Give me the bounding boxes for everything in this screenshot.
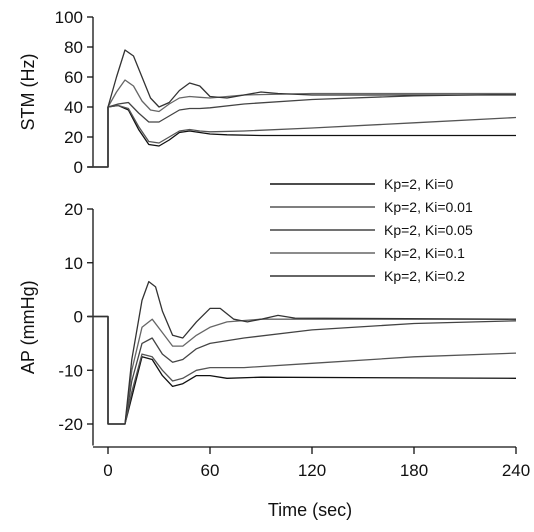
x-tick-label: 120 xyxy=(298,461,326,480)
series-line-top-0 xyxy=(87,104,516,168)
y-tick-label-top: 0 xyxy=(74,158,83,177)
series-line-bottom-0 xyxy=(87,315,517,425)
y-tick-label-top: 80 xyxy=(64,38,83,57)
series-line-top-1 xyxy=(87,104,517,168)
series-line-top-3 xyxy=(87,79,516,168)
y-tick-label-bottom: 10 xyxy=(64,254,83,273)
series-line-top-4 xyxy=(87,49,516,168)
legend-label-0: Kp=2, Ki=0 xyxy=(384,176,453,192)
y-tick-label-top: 60 xyxy=(64,68,83,87)
x-axis-title: Time (sec) xyxy=(268,500,352,520)
legend-label-3: Kp=2, Ki=0.1 xyxy=(384,245,465,261)
series-line-top-2 xyxy=(87,93,517,168)
series-line-bottom-1 xyxy=(87,315,517,425)
x-tick-label: 240 xyxy=(502,461,530,480)
series-line-bottom-3 xyxy=(87,315,516,425)
x-tick-label: 0 xyxy=(103,461,112,480)
series-line-bottom-4 xyxy=(87,280,517,425)
series-line-bottom-2 xyxy=(87,315,517,425)
y-axis-title-top: STM (Hz) xyxy=(18,54,38,131)
y-tick-label-bottom: -20 xyxy=(58,415,83,434)
y-tick-label-bottom: 0 xyxy=(74,308,83,327)
legend-label-2: Kp=2, Ki=0.05 xyxy=(384,222,473,238)
y-tick-label-top: 20 xyxy=(64,128,83,147)
y-axis-title-bottom: AP (mmHg) xyxy=(18,280,38,374)
y-tick-label-bottom: -10 xyxy=(58,361,83,380)
y-tick-label-top: 100 xyxy=(55,8,83,27)
x-tick-label: 180 xyxy=(400,461,428,480)
legend-label-1: Kp=2, Ki=0.01 xyxy=(384,199,473,215)
y-tick-label-bottom: 20 xyxy=(64,200,83,219)
x-tick-label: 60 xyxy=(201,461,220,480)
legend-label-4: Kp=2, Ki=0.2 xyxy=(384,268,465,284)
y-tick-label-top: 40 xyxy=(64,98,83,117)
